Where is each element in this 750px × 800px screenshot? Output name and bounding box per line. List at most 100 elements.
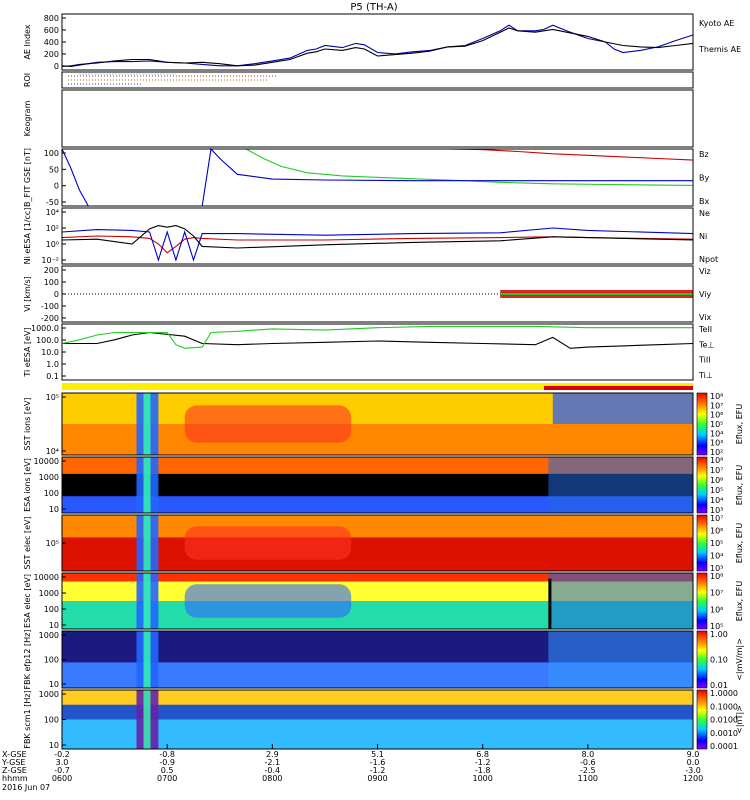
- panel-background: [62, 14, 693, 70]
- colorbar-tick: 10⁷: [710, 589, 723, 598]
- orbit-value: -1.2: [475, 758, 491, 767]
- panel-background: [62, 72, 693, 88]
- legend-entry: Themis AE: [698, 45, 741, 54]
- colorbar-label: Eflux, EFU: [735, 581, 744, 622]
- legend-entry: TiII: [698, 356, 711, 365]
- panel-background: [62, 208, 693, 264]
- colorbar-tick: 0.0001: [710, 742, 738, 751]
- colorbar-tick: 1.00: [710, 630, 728, 639]
- ytick-label: 800: [44, 14, 59, 23]
- series-line-themisae: [61, 27, 694, 68]
- velocity-noise-y: [500, 293, 693, 295]
- time-tick-label: 0900: [367, 774, 387, 783]
- spectrogram-band: [62, 473, 693, 497]
- ytick-label: 1000: [39, 473, 59, 482]
- series-line-teii: [62, 331, 694, 349]
- colorbar-tick: 10⁸: [710, 392, 723, 401]
- orbit-value: 8.0: [581, 750, 594, 759]
- panel-ylabel: Keogram: [23, 100, 32, 136]
- spectrogram-feature: [143, 393, 151, 455]
- panel-sst_e: SST elec [eV] 10⁵ 10³ 10⁴ 10⁵ 10⁶ 10⁷ Eflux, EF…: [23, 514, 744, 573]
- orbit-value: -0.2: [54, 750, 70, 759]
- mode-bar-slow: [62, 383, 693, 390]
- ytick-label: 0: [54, 62, 59, 71]
- colorbar-tick: 10⁵: [710, 486, 723, 495]
- colorbar-tick: 10⁸: [710, 456, 723, 465]
- colorbar-tick: 10⁶: [710, 527, 723, 536]
- ytick-label: 100: [44, 656, 59, 665]
- ytick-label: 100.0: [36, 336, 59, 345]
- colorbar: [696, 392, 708, 456]
- colorbar-tick: 0.0010: [710, 729, 738, 738]
- panel-esa_e: ESA elec [eV] 10 100 1000 10000 10⁵ 10⁶ 10⁷ 10⁸ E…: [23, 572, 744, 631]
- orbit-value: -0.6: [580, 758, 596, 767]
- panel-frame: [61, 456, 694, 514]
- date-label: 2016 Jun 07: [2, 783, 50, 792]
- panel-frame: [61, 265, 694, 323]
- mode-bar: [62, 383, 693, 390]
- colorbar-tick: 10⁷: [710, 514, 723, 523]
- orbit-value: -2.5: [580, 766, 596, 775]
- colorbar: [696, 630, 708, 689]
- orbit-row-label: Y-GSE: [1, 758, 25, 767]
- panel-ylabel: SST elec [eV]: [23, 516, 32, 569]
- colorbar-label: Eflux, EFU: [735, 465, 744, 506]
- colorbar-tick: 10⁷: [710, 401, 723, 410]
- colorbar-label: Eflux, EFU: [735, 404, 744, 445]
- ytick-label: 400: [44, 38, 59, 47]
- panel-ylabel: Ni eESA [1/cc]: [23, 208, 32, 265]
- panel-ylabel: FBK efp12 [Hz]: [23, 630, 32, 690]
- colorbar-tick: 10⁵: [710, 622, 723, 631]
- panel-ylabel: ROI: [23, 73, 32, 87]
- colorbar-tick: 1.0000: [710, 689, 738, 698]
- spectrogram-band: [62, 424, 693, 455]
- colorbar-tick: 10⁴: [710, 552, 723, 561]
- panel-frame: [61, 148, 694, 207]
- panel-ylabel: ESA ions [eV]: [23, 458, 32, 512]
- ytick-label: -200: [41, 314, 59, 323]
- orbit-value: 9.0: [687, 750, 700, 759]
- time-tick-label: 0700: [157, 774, 177, 783]
- ytick-label: 200: [44, 266, 59, 275]
- chart-title: P5 (TH-A): [350, 2, 397, 13]
- colorbar-tick: 10⁶: [710, 411, 723, 420]
- spectrogram-feature: [552, 393, 693, 424]
- orbit-value: -1.2: [370, 766, 386, 775]
- legend-entry: TeII: [698, 325, 712, 334]
- ytick-label: 1.0: [46, 360, 59, 369]
- orbit-value: -3.0: [685, 766, 701, 775]
- colorbar-tick: 0.1000: [710, 702, 738, 711]
- panel-fbk_b: FBK scm1 [Hz] 10 100 1000 0.0001 0.0010 0.0100…: [23, 689, 744, 751]
- panel-roi: ROI: [23, 71, 694, 89]
- panel-frame: [61, 572, 694, 630]
- spectrogram-feature: [548, 631, 693, 688]
- panel-frame: [61, 323, 694, 381]
- mode-bar-fast: [544, 386, 693, 390]
- panel-ti: Ti eESA [eV] 0.1 1.0 10.0 100.0 1000.0 TeII Te⊥…: [23, 323, 714, 381]
- panel-sst_i: SST ions [eV]10⁴10⁵10²10³10⁴10⁵10⁶10⁷10⁸…: [23, 392, 744, 457]
- ytick-label: 1000: [39, 690, 59, 699]
- orbit-value: -1.6: [370, 758, 386, 767]
- orbit-value: -0.7: [54, 766, 70, 775]
- series-line-npot: [61, 227, 694, 262]
- ytick-label: 10: [49, 505, 59, 514]
- ytick-label: 10: [49, 621, 59, 630]
- ytick-label: 10⁰: [46, 240, 59, 249]
- legend-entry: By: [699, 174, 709, 183]
- ytick-label: 1000: [39, 631, 59, 640]
- legend-entry: Npot: [699, 255, 718, 264]
- orbit-row-label: Z-GSE: [2, 766, 27, 775]
- ytick-label: -50: [46, 198, 59, 207]
- colorbar-tick: 10⁴: [710, 429, 723, 438]
- series-line-kyotoae: [61, 24, 694, 68]
- panel-frame: [61, 71, 694, 89]
- ytick-label: 10⁵: [46, 393, 59, 402]
- orbit-row-label: X-GSE: [2, 750, 27, 759]
- colorbar: [696, 689, 708, 750]
- panel-keogram: Keogram: [23, 89, 694, 148]
- colorbar-tick: 0.0100: [710, 716, 738, 725]
- panel-esa_i: ESA ions [eV] 1010010001000010³10⁴10⁵10⁶1…: [23, 456, 744, 515]
- ytick-label: 10000: [34, 573, 59, 582]
- panel-ae: AE Index 0 200 400 600 800 Kyoto AE Themis AE: [23, 13, 741, 71]
- ytick-label: 100: [44, 489, 59, 498]
